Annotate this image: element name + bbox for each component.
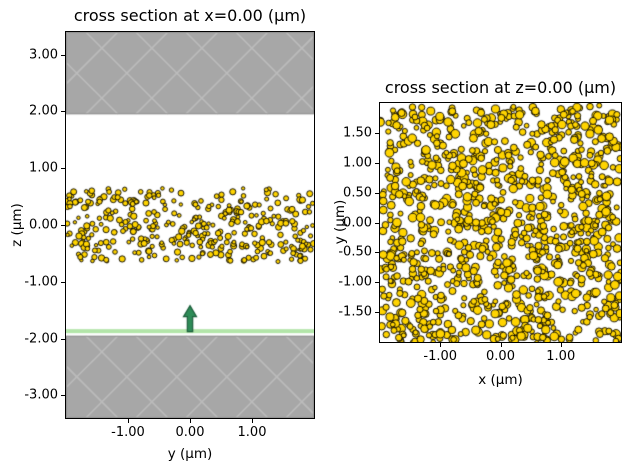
x-tick-mark	[128, 419, 129, 423]
y-tick-mark	[375, 132, 379, 134]
y-tick-label: 1.00	[343, 155, 372, 171]
y-tick-mark	[61, 225, 65, 226]
y-tick-mark	[375, 162, 379, 164]
y-tick-label: 3.00	[29, 47, 58, 63]
y-tick-label: -1.00	[338, 274, 372, 290]
y-tick-label: -1.50	[338, 304, 372, 320]
y-tick-label: -2.00	[24, 331, 58, 347]
y-tick-mark	[375, 312, 379, 314]
y-tick-label: -1.00	[24, 274, 58, 290]
x-tick-mark	[252, 419, 253, 423]
y-tick-mark	[61, 54, 65, 56]
x-tick-label: -1.00	[111, 425, 145, 440]
left-plot-canvas	[66, 32, 314, 418]
y-tick-label: 0.00	[29, 217, 58, 233]
x-tick-label: -1.00	[423, 349, 458, 364]
y-tick-label: 2.00	[29, 103, 58, 119]
x-tick-mark	[190, 419, 191, 423]
right-plot-area	[379, 102, 622, 343]
x-tick-mark	[500, 343, 502, 347]
y-tick-mark	[61, 395, 65, 397]
left-plot-area	[65, 31, 315, 419]
right-plot-title: cross section at z=0.00 (μm)	[384, 78, 617, 97]
left-plot-ylabel: z (μm)	[9, 203, 25, 247]
right-plot-xlabel: x (μm)	[478, 372, 523, 388]
left-plot-title: cross section at x=0.00 (μm)	[73, 6, 307, 25]
y-tick-mark	[375, 282, 379, 284]
x-tick-label: 0.00	[486, 349, 515, 364]
x-tick-mark	[440, 343, 442, 347]
y-tick-mark	[375, 192, 379, 194]
y-tick-label: 1.50	[343, 125, 372, 141]
y-tick-mark	[61, 168, 65, 170]
y-tick-mark	[375, 252, 379, 254]
x-tick-label: 1.00	[546, 349, 576, 364]
y-tick-mark	[61, 338, 65, 340]
y-tick-label: -0.50	[338, 244, 372, 260]
x-tick-label: 0.00	[175, 425, 205, 440]
y-tick-label: 1.00	[29, 160, 58, 176]
x-tick-label: 1.00	[237, 425, 267, 440]
right-plot-canvas	[380, 103, 621, 342]
left-plot-xlabel: y (μm)	[167, 446, 213, 462]
y-tick-label: 0.50	[343, 185, 372, 201]
y-tick-mark	[61, 111, 65, 113]
x-tick-mark	[560, 343, 562, 347]
y-tick-mark	[61, 281, 65, 283]
y-tick-label: 0.00	[343, 215, 372, 230]
y-tick-label: -3.00	[24, 387, 58, 403]
y-tick-mark	[375, 222, 379, 224]
